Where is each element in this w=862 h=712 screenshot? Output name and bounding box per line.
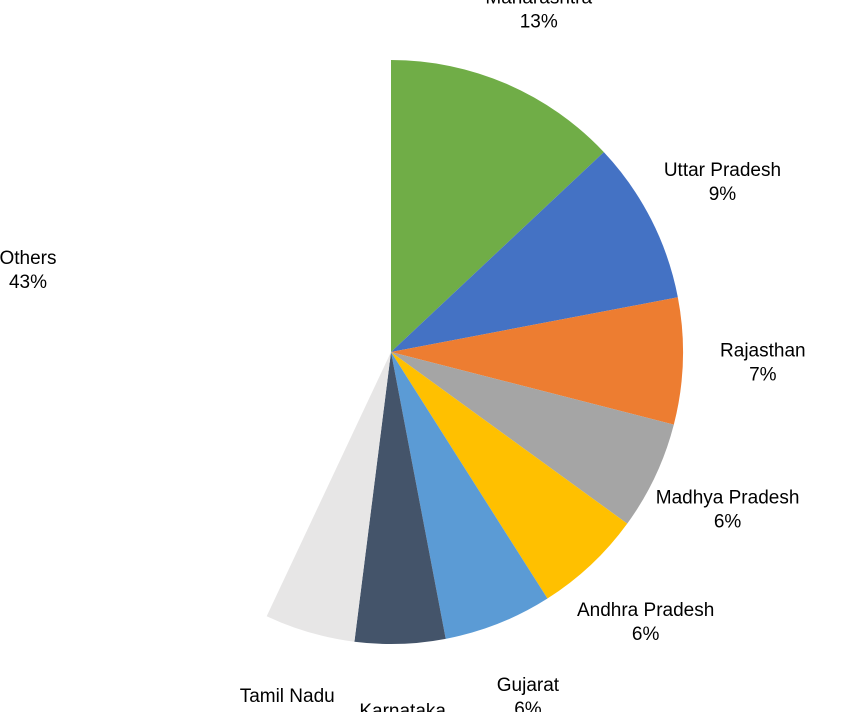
pie-slice	[266, 352, 391, 642]
slice-label: Madhya Pradesh	[656, 487, 800, 508]
slice-label: Karnataka	[359, 701, 446, 712]
slice-label: Maharashtra	[485, 0, 592, 9]
pie-slice	[391, 352, 674, 524]
pie-slice	[391, 352, 548, 639]
slice-value-label: 5%	[273, 710, 301, 712]
pie-slice	[391, 352, 628, 599]
slice-label: Andhra Pradesh	[577, 600, 714, 621]
slice-value-label: 7%	[749, 365, 777, 386]
pie-slice	[391, 297, 684, 425]
slice-value-label: 13%	[520, 12, 558, 33]
pie-slice	[391, 60, 604, 352]
slice-label: Others	[0, 248, 56, 269]
slice-value-label: 9%	[709, 184, 737, 205]
slice-value-label: 6%	[714, 511, 742, 532]
slice-label: Rajasthan	[720, 341, 806, 362]
slice-value-label: 6%	[514, 699, 542, 712]
slice-label: Uttar Pradesh	[664, 160, 781, 181]
pie-slice	[391, 152, 678, 352]
slice-value-label: 6%	[632, 624, 660, 645]
pie-slice	[354, 352, 446, 644]
slice-label: Gujarat	[497, 675, 560, 696]
slice-value-label: 43%	[9, 272, 47, 293]
slice-label: Tamil Nadu	[240, 686, 335, 707]
